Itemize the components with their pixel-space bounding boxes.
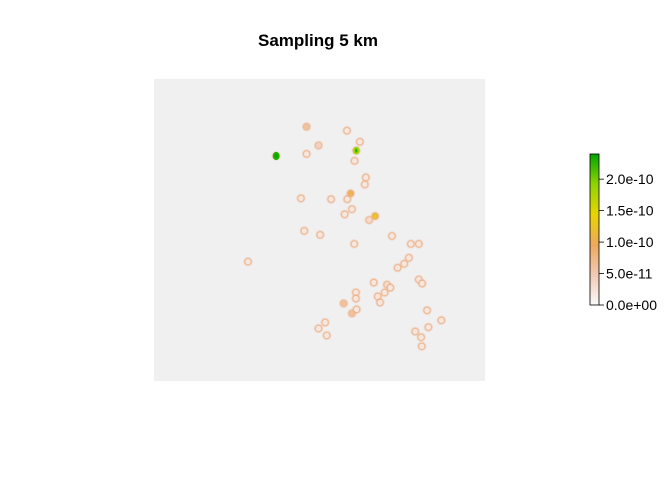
density-spot xyxy=(301,121,312,132)
density-spot xyxy=(351,145,362,156)
density-spot xyxy=(415,332,427,343)
density-core xyxy=(315,142,322,149)
density-spot xyxy=(350,293,362,304)
density-core xyxy=(301,228,307,234)
density-spot xyxy=(339,209,350,220)
density-core xyxy=(394,265,401,271)
density-spot xyxy=(321,330,332,341)
density-core xyxy=(351,158,358,164)
chart-title: Sampling 5 km xyxy=(258,31,378,50)
density-core xyxy=(351,241,357,247)
density-core xyxy=(349,206,355,212)
density-spot xyxy=(405,238,417,250)
density-spot xyxy=(341,125,353,136)
density-spot xyxy=(295,193,307,204)
density-spot xyxy=(349,155,360,167)
legend-tick-label: 5.0e-11 xyxy=(606,266,653,282)
legend-tick-label: 0.0e+00 xyxy=(606,297,657,313)
density-core xyxy=(401,261,407,267)
density-core xyxy=(419,343,425,350)
density-core xyxy=(353,306,360,313)
density-core xyxy=(438,317,444,324)
density-core xyxy=(425,324,432,330)
density-spot xyxy=(351,304,362,315)
density-core xyxy=(340,300,347,307)
color-legend: 0.0e+00 5.0e-11 1.0e-10 1.5e-10 2.0e-10 xyxy=(589,153,657,313)
density-spot xyxy=(392,262,403,273)
density-core xyxy=(387,284,394,291)
density-core xyxy=(389,233,395,239)
density-peak xyxy=(349,191,352,196)
density-spot xyxy=(313,323,324,334)
density-spot xyxy=(270,150,282,162)
density-core xyxy=(382,289,388,296)
density-core xyxy=(424,307,430,314)
density-spot xyxy=(313,140,324,151)
density-core xyxy=(303,123,310,130)
density-spot xyxy=(374,297,386,308)
density-core xyxy=(245,258,251,265)
legend-tick-label: 1.5e-10 xyxy=(606,203,654,219)
density-core xyxy=(412,328,418,335)
density-core xyxy=(377,299,383,306)
density-spot xyxy=(346,203,358,215)
density-core xyxy=(408,241,414,247)
density-spot xyxy=(363,214,375,226)
density-spot xyxy=(338,298,349,309)
density-spot xyxy=(368,277,379,288)
density-core xyxy=(315,325,322,332)
density-core xyxy=(317,232,323,238)
density-core xyxy=(357,139,363,145)
density-core xyxy=(353,295,359,302)
density-spot xyxy=(301,148,312,160)
density-spot xyxy=(416,341,427,352)
density-spot xyxy=(386,230,398,242)
density-core xyxy=(366,217,372,223)
density-peak xyxy=(274,154,278,159)
density-spot xyxy=(359,179,371,190)
density-spot xyxy=(299,225,310,237)
density-spot xyxy=(421,305,433,316)
density-spot xyxy=(436,315,447,326)
density-core xyxy=(371,279,377,286)
density-core xyxy=(406,255,412,261)
density-core xyxy=(303,151,310,157)
density-core xyxy=(298,195,304,202)
density-spot xyxy=(349,238,360,250)
density-peak xyxy=(373,214,377,219)
density-spot xyxy=(325,193,337,205)
legend-tick-label: 2.0e-10 xyxy=(606,171,654,187)
density-spot xyxy=(242,256,254,267)
legend-ticks: 0.0e+00 5.0e-11 1.0e-10 1.5e-10 2.0e-10 xyxy=(599,171,657,313)
density-spot xyxy=(354,136,366,148)
density-core xyxy=(328,196,334,202)
density-core xyxy=(344,127,350,134)
density-core xyxy=(419,280,425,287)
density-spot xyxy=(319,317,331,328)
density-spot xyxy=(423,322,434,333)
density-core xyxy=(341,211,348,218)
legend-colorbar xyxy=(589,153,600,306)
density-points xyxy=(242,121,447,352)
density-spot xyxy=(314,229,326,241)
density-core xyxy=(418,334,424,340)
legend-tick-label: 1.0e-10 xyxy=(606,234,654,250)
density-core xyxy=(362,181,368,188)
density-core xyxy=(416,241,422,247)
density-peak xyxy=(355,148,358,153)
density-spot xyxy=(413,238,424,250)
density-core xyxy=(363,174,369,181)
density-core xyxy=(322,319,328,326)
density-core xyxy=(344,196,350,202)
density-spot xyxy=(342,193,353,205)
density-spot xyxy=(416,278,428,289)
density-core xyxy=(324,332,330,339)
